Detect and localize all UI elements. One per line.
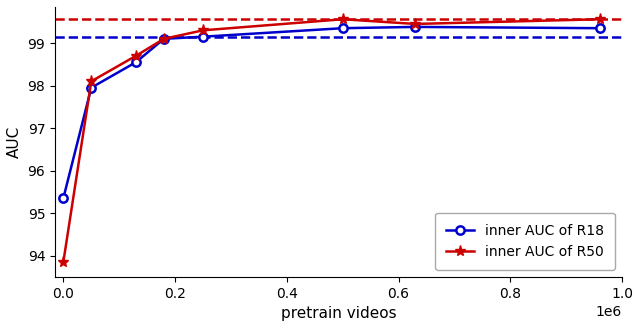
X-axis label: pretrain videos: pretrain videos xyxy=(281,306,396,321)
Y-axis label: AUC: AUC xyxy=(7,126,22,158)
Legend: inner AUC of R18, inner AUC of R50: inner AUC of R18, inner AUC of R50 xyxy=(435,213,615,270)
